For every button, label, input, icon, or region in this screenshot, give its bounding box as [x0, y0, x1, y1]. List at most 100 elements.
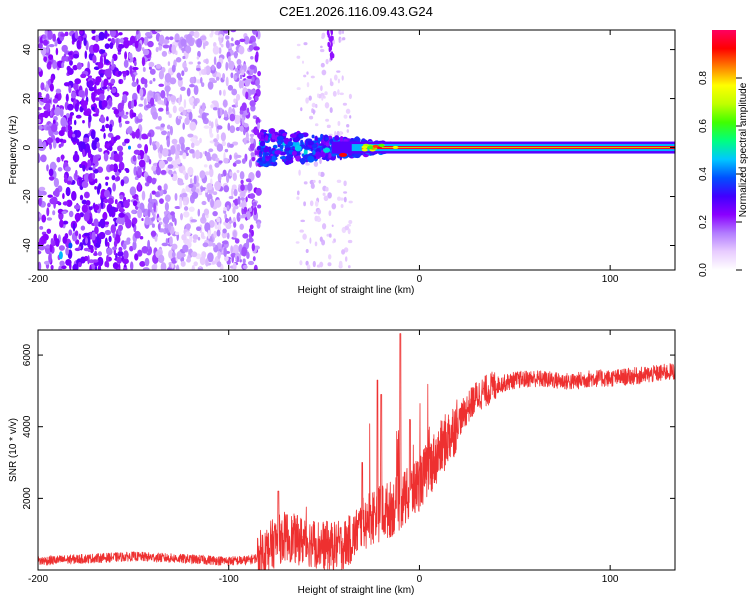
- spectral-blob: [210, 121, 214, 129]
- spectral-blob: [54, 39, 58, 47]
- spectral-blob: [242, 258, 246, 264]
- spectral-blob: [246, 107, 250, 114]
- spectral-blob: [191, 251, 198, 258]
- spectral-blob: [327, 41, 330, 47]
- spectral-blob: [129, 35, 136, 46]
- spectral-blob: [81, 199, 87, 205]
- spectral-blob: [134, 230, 141, 239]
- spectral-blob: [58, 129, 65, 137]
- spectral-blob: [137, 181, 141, 191]
- spectral-blob: [151, 217, 155, 222]
- spectral-blob: [338, 260, 343, 268]
- spectral-blob: [150, 230, 157, 237]
- spectral-blob: [323, 147, 331, 153]
- spectral-blob: [182, 152, 187, 160]
- spectral-blob: [133, 60, 137, 67]
- spectral-blob: [105, 123, 110, 129]
- spectral-blob: [170, 211, 175, 216]
- spectral-blob: [70, 91, 77, 99]
- spectral-blob: [113, 240, 118, 248]
- spectral-blob: [136, 30, 139, 35]
- spectral-blob: [76, 39, 81, 49]
- spectral-blob: [321, 69, 327, 76]
- spectral-blob: [83, 191, 90, 199]
- spectral-blob: [116, 145, 124, 152]
- spectral-blob: [154, 191, 160, 198]
- spectral-blob: [317, 93, 320, 98]
- spectral-blob: [66, 180, 72, 185]
- spectral-blob: [329, 81, 334, 87]
- spectral-blob: [189, 178, 193, 185]
- spectral-blob: [161, 130, 167, 136]
- spectral-blob: [343, 191, 348, 194]
- spectral-blob: [249, 224, 254, 230]
- spectral-blob: [325, 142, 330, 147]
- spectral-blob: [163, 39, 170, 44]
- spectral-blob: [42, 233, 49, 241]
- spectral-blob: [287, 141, 294, 147]
- spectral-blob: [325, 186, 329, 192]
- spectral-blob: [231, 184, 237, 191]
- spectral-blob: [48, 253, 52, 263]
- spectral-blob: [157, 115, 162, 121]
- spectral-blob: [246, 211, 251, 220]
- spectral-blob: [319, 151, 326, 158]
- spectral-blob: [224, 148, 229, 153]
- spectral-blob: [109, 156, 114, 160]
- spectral-blob: [252, 115, 258, 120]
- spectral-blob: [148, 66, 152, 70]
- spectral-blob: [251, 229, 254, 237]
- spectral-blob: [64, 233, 69, 240]
- spectral-blob: [225, 35, 230, 40]
- spectral-blob: [146, 175, 153, 184]
- spectral-blob: [252, 256, 256, 262]
- spectral-blob: [91, 140, 98, 151]
- spectral-blob: [372, 144, 379, 148]
- spectral-blob: [211, 260, 216, 265]
- spectral-blob: [306, 71, 309, 75]
- spectral-blob: [231, 187, 234, 198]
- spectral-blob: [129, 186, 137, 196]
- spectral-blob: [296, 55, 301, 59]
- spectral-blob: [255, 170, 261, 179]
- tick-label: 0.4: [698, 167, 709, 181]
- spectral-blob: [115, 176, 121, 182]
- spectral-blob: [187, 166, 194, 176]
- spectral-blob: [202, 242, 209, 248]
- spectral-blob: [101, 100, 108, 108]
- spectral-blob: [166, 156, 173, 162]
- spectral-blob: [157, 217, 162, 221]
- spectral-blob: [219, 89, 222, 96]
- spectral-blob: [164, 202, 169, 212]
- spectral-blob: [92, 165, 96, 171]
- spectral-blob: [229, 113, 236, 122]
- spectral-blob: [122, 267, 128, 270]
- spectral-blob: [259, 140, 266, 147]
- spectral-blob: [143, 135, 149, 140]
- spectral-blob: [247, 260, 255, 266]
- spectral-blob: [167, 224, 172, 231]
- spectral-blob: [141, 56, 146, 67]
- spectral-blob: [91, 259, 99, 263]
- spectral-blob: [234, 114, 241, 125]
- spectral-blob: [152, 111, 158, 120]
- spectral-blob: [109, 42, 114, 49]
- spectral-blob: [271, 155, 276, 163]
- spectral-blob: [68, 210, 74, 218]
- spectral-blob: [299, 229, 304, 233]
- spectral-blob: [72, 222, 76, 232]
- spectral-blob: [132, 240, 137, 251]
- spectral-blob: [119, 206, 124, 214]
- spectral-blob: [184, 172, 189, 181]
- spectral-blob: [240, 183, 245, 192]
- spectral-blob: [149, 192, 153, 203]
- spectral-blob: [244, 78, 251, 87]
- spectral-blob: [132, 92, 138, 102]
- spectral-blob: [180, 142, 185, 152]
- spectral-blob: [203, 125, 210, 129]
- spectral-blob: [101, 86, 108, 90]
- spectral-blob: [148, 61, 155, 68]
- spectral-blob: [255, 187, 262, 196]
- spectral-blob: [337, 196, 341, 201]
- spectral-blob: [88, 86, 95, 92]
